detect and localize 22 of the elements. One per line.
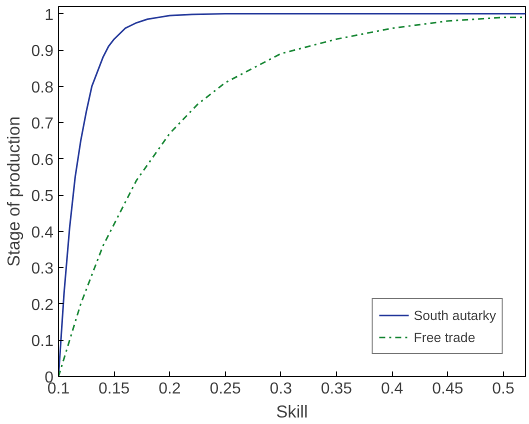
y-tick-label: 0.7 [31, 116, 54, 133]
y-tick-label: 0.8 [31, 79, 54, 96]
y-tick-label: 0.5 [31, 188, 54, 206]
x-tick-label: 0.3 [270, 380, 292, 398]
x-tick-label: 0.15 [98, 380, 130, 398]
y-tick-label: 0.9 [31, 43, 54, 60]
x-tick-label: 0.4 [380, 380, 404, 398]
y-axis-title: Stage of production [3, 116, 24, 267]
y-tick-label: 0.3 [31, 260, 54, 278]
legend-label: Free trade [414, 330, 476, 344]
x-tick-label: 0.35 [320, 380, 352, 398]
legend-label: South autarky [414, 308, 496, 322]
x-tick-label: 0.5 [492, 380, 514, 398]
y-tick-label: 1 [44, 6, 54, 24]
y-tick-label: 0.2 [31, 296, 54, 314]
x-tick-label: 0.45 [432, 380, 464, 398]
x-tick-label: 0.2 [158, 380, 181, 398]
y-tick-label: 0.4 [31, 224, 54, 242]
x-axis-title: Skill [276, 402, 308, 422]
x-tick-label: 0.25 [210, 380, 241, 398]
y-tick-label: 0.6 [31, 152, 54, 169]
y-tick-label: 0.1 [31, 333, 54, 350]
